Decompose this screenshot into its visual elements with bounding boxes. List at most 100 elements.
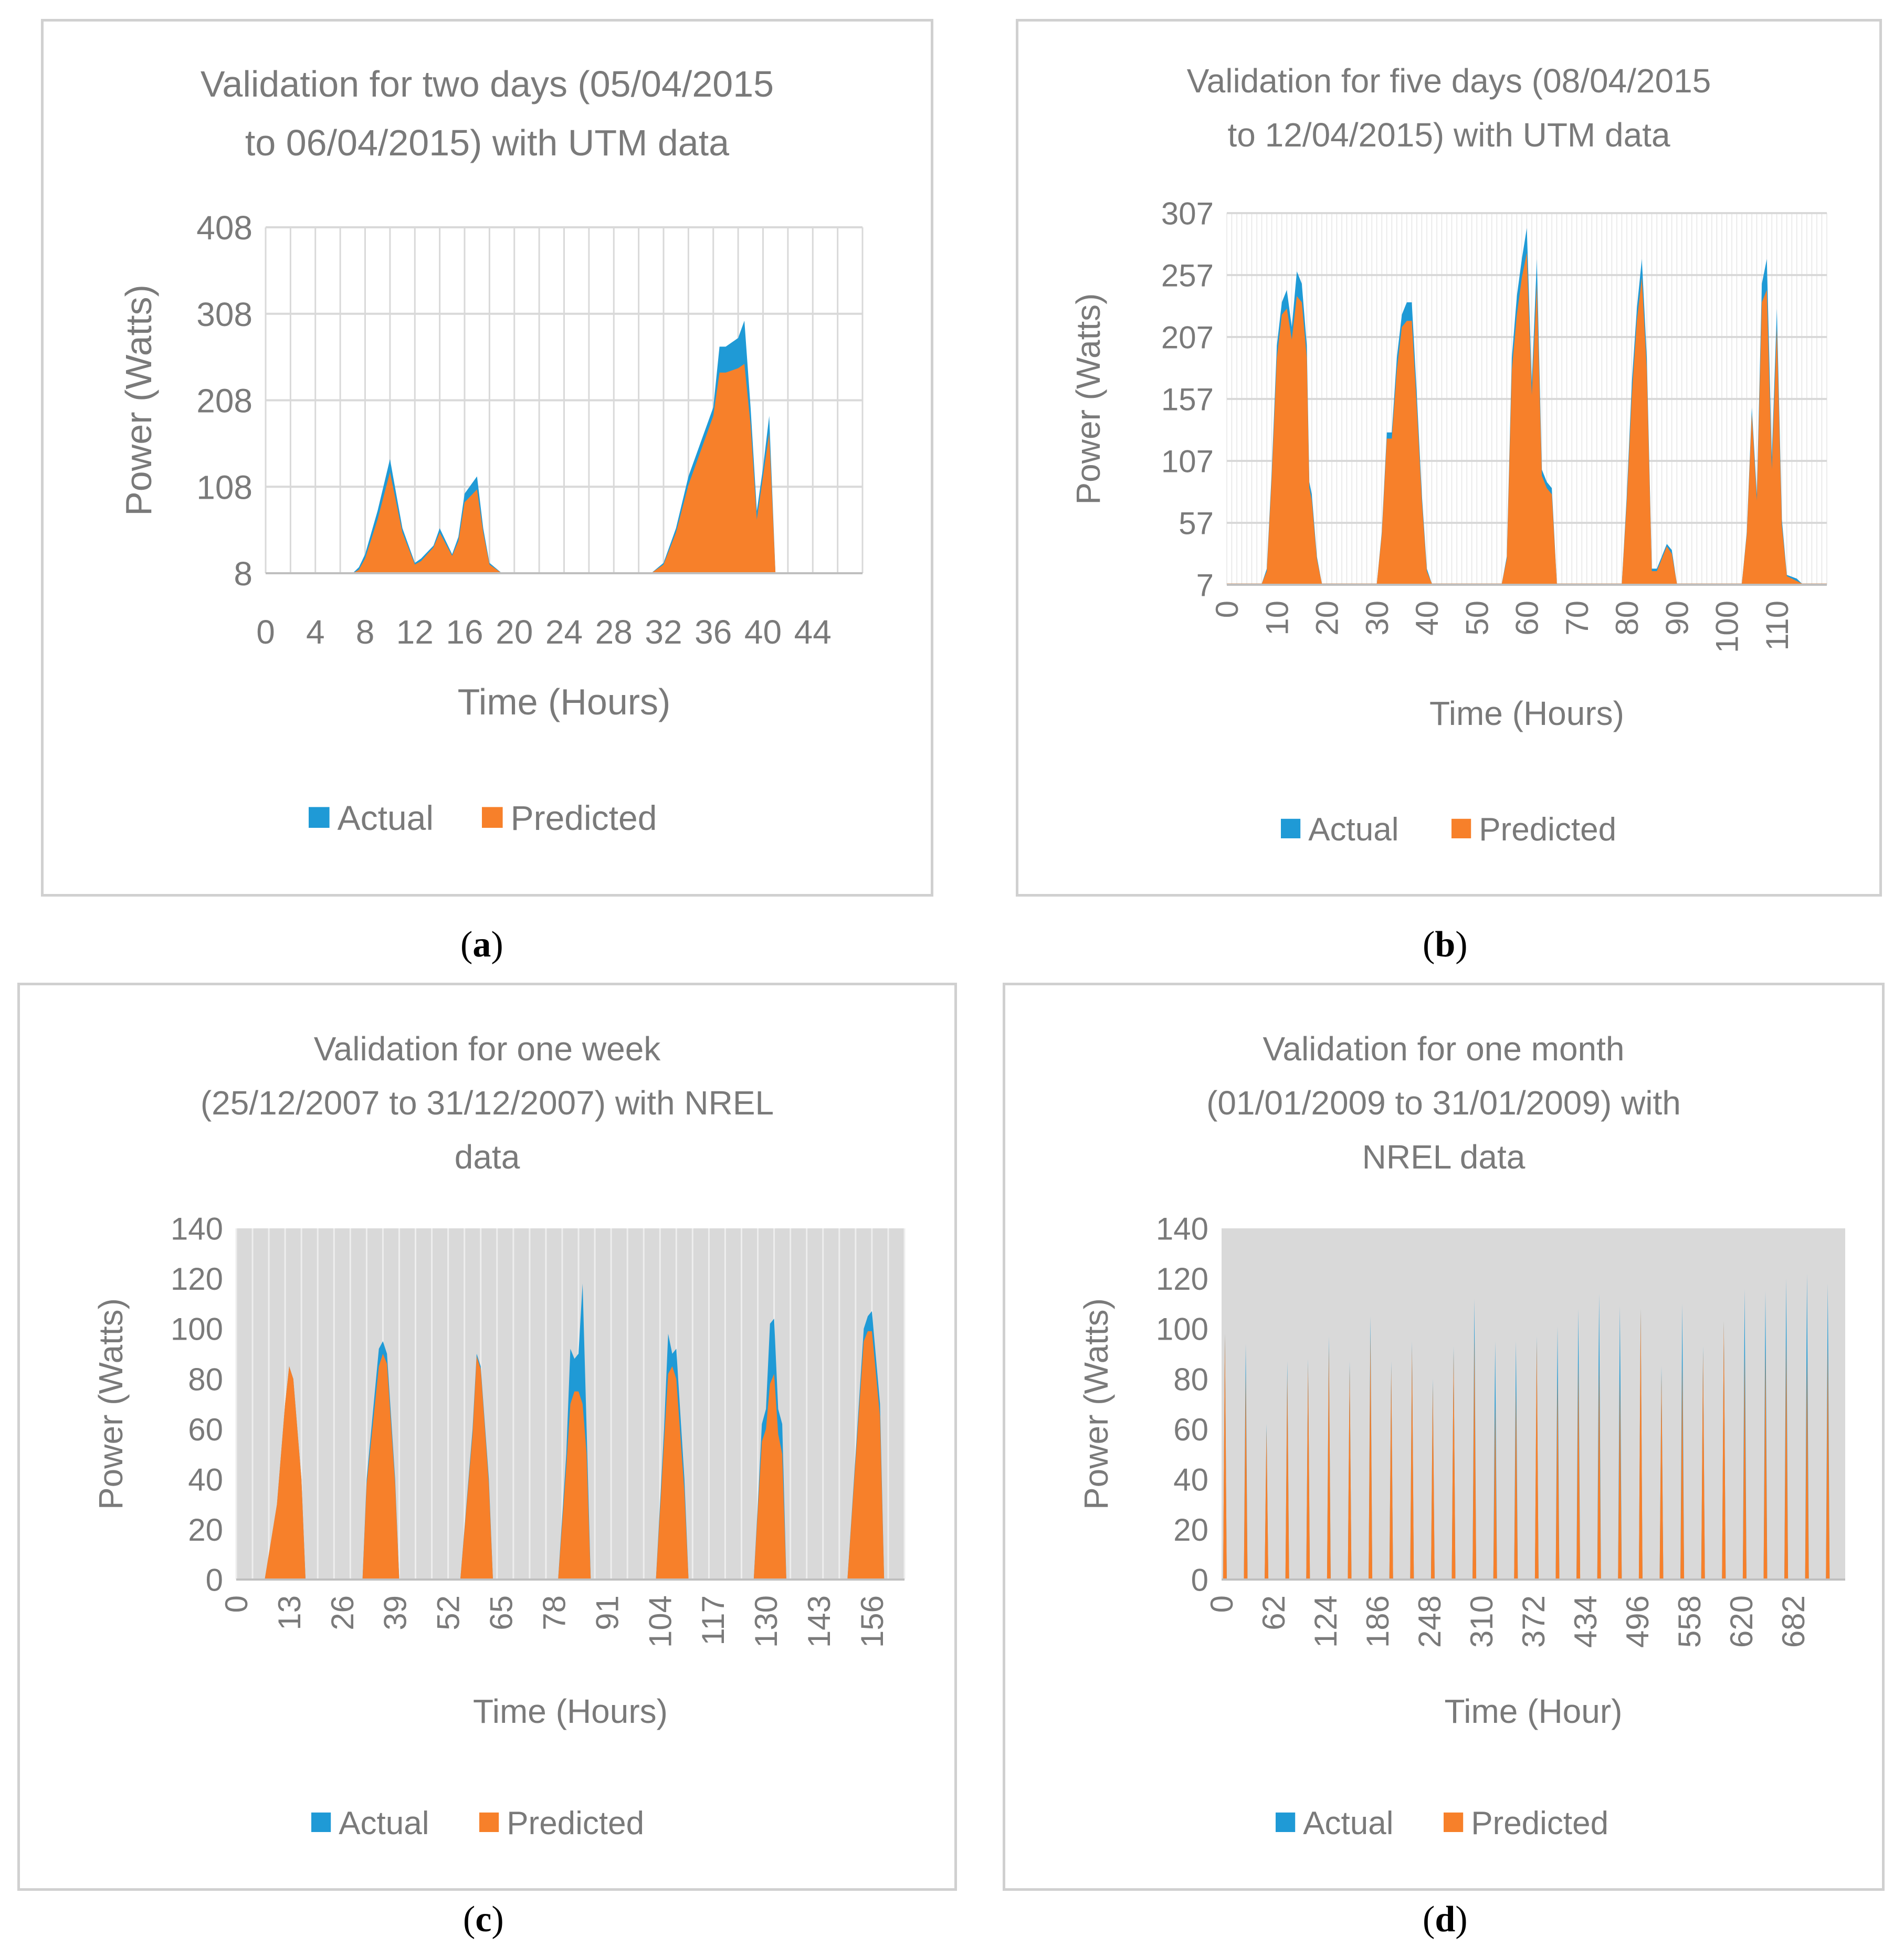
y-tick-label: 408 [196, 209, 253, 247]
x-tick-label: 110 [1760, 601, 1795, 651]
x-tick-label: 32 [645, 613, 682, 651]
legend-predicted-label: Predicted [1471, 1805, 1608, 1841]
x-tick-label: 117 [696, 1595, 731, 1646]
x-tick-label: 28 [595, 613, 633, 651]
legend-actual-swatch [311, 1812, 331, 1832]
x-axis-label: Time (Hour) [1445, 1692, 1623, 1730]
x-tick-label: 13 [272, 1595, 307, 1630]
x-tick-label: 8 [356, 613, 375, 651]
x-tick-label: 40 [744, 613, 782, 651]
plot-area [1222, 1228, 1845, 1580]
chart-title-line: to 06/04/2015) with UTM data [245, 122, 729, 163]
x-tick-label: 91 [590, 1595, 625, 1630]
legend-actual-swatch [309, 807, 330, 828]
y-tick-label: 157 [1161, 382, 1214, 417]
y-tick-label: 20 [188, 1512, 223, 1548]
y-tick-label: 0 [1191, 1563, 1208, 1598]
legend-predicted-label: Predicted [507, 1805, 644, 1841]
chart-title-line: (01/01/2009 to 31/01/2009) with [1206, 1084, 1681, 1122]
x-tick-label: 434 [1568, 1595, 1603, 1648]
x-tick-label: 39 [378, 1595, 413, 1630]
legend-actual-label: Actual [339, 1805, 429, 1841]
y-tick-label: 120 [171, 1261, 223, 1297]
y-tick-label: 40 [1173, 1462, 1208, 1497]
legend-predicted-swatch [1444, 1812, 1464, 1832]
x-tick-label: 0 [1209, 601, 1245, 618]
chart-panel-d: Validation for one month (01/01/2009 to 3… [1003, 983, 1885, 1891]
y-tick-label: 108 [196, 468, 253, 506]
chart-panel-b: Validation for five days (08/04/2015 to 1… [1016, 19, 1882, 897]
x-tick-label: 24 [545, 613, 583, 651]
chart-title-line: (25/12/2007 to 31/12/2007) with NREL [201, 1084, 774, 1122]
x-tick-label: 50 [1459, 601, 1495, 636]
y-tick-label: 20 [1173, 1512, 1208, 1548]
x-tick-label: 20 [1310, 601, 1345, 636]
series-predicted-area [1227, 252, 1827, 585]
y-tick-label: 308 [196, 296, 253, 333]
x-tick-label: 20 [496, 613, 533, 651]
y-tick-label: 7 [1196, 568, 1214, 603]
x-tick-label: 90 [1659, 601, 1695, 636]
y-tick-label: 57 [1179, 506, 1214, 541]
chart-svg-0: Validation for two days (05/04/2015 to 06… [118, 64, 864, 837]
chart-title-line: to 12/04/2015) with UTM data [1227, 116, 1670, 154]
x-tick-label: 16 [446, 613, 483, 651]
x-tick-label: 682 [1776, 1595, 1811, 1648]
x-tick-label: 4 [306, 613, 325, 651]
y-axis-label: Power (Watts) [1077, 1298, 1115, 1510]
legend: Actual Predicted [1281, 812, 1616, 848]
legend-predicted-swatch [482, 807, 503, 828]
legend: Actual Predicted [311, 1805, 644, 1841]
caption-a: (a) [460, 924, 503, 965]
x-tick-label: 12 [396, 613, 434, 651]
x-tick-label: 310 [1464, 1595, 1499, 1648]
y-tick-label: 140 [1156, 1212, 1208, 1247]
legend-actual-swatch [1276, 1812, 1296, 1832]
x-tick-label: 52 [431, 1595, 466, 1630]
x-tick-label: 186 [1360, 1595, 1395, 1648]
chart-title-line: Validation for one month [1263, 1030, 1624, 1068]
x-tick-label: 78 [537, 1595, 572, 1630]
y-tick-label: 80 [1173, 1362, 1208, 1397]
chart-svg-1: Validation for five days (08/04/2015 to 1… [1069, 62, 1827, 848]
x-tick-label: 143 [802, 1595, 837, 1648]
legend-predicted-swatch [479, 1812, 499, 1832]
y-tick-label: 120 [1156, 1261, 1208, 1297]
y-tick-label: 208 [196, 382, 253, 420]
x-tick-label: 40 [1409, 601, 1445, 636]
x-tick-label: 70 [1560, 601, 1595, 636]
x-axis-label: Time (Hours) [473, 1692, 668, 1730]
x-tick-label: 65 [484, 1595, 519, 1630]
chart-title-line: data [455, 1138, 520, 1176]
x-axis-label: Time (Hours) [1429, 694, 1624, 732]
y-tick-label: 100 [1156, 1312, 1208, 1347]
legend: Actual Predicted [309, 798, 657, 837]
legend-predicted-swatch [1451, 818, 1471, 838]
x-tick-label: 248 [1412, 1595, 1447, 1648]
series-predicted-area [266, 364, 862, 573]
y-tick-label: 60 [188, 1412, 223, 1447]
y-tick-label: 307 [1161, 196, 1214, 231]
chart-panel-c: Validation for one week (25/12/2007 to 31… [17, 983, 957, 1891]
x-tick-label: 620 [1724, 1595, 1759, 1648]
x-tick-label: 104 [643, 1595, 678, 1648]
chart-panel-a: Validation for two days (05/04/2015 to 06… [41, 19, 933, 897]
y-tick-label: 207 [1161, 320, 1214, 355]
y-tick-label: 0 [206, 1563, 223, 1598]
x-tick-label: 30 [1360, 601, 1395, 636]
y-axis-label: Power (Watts) [118, 285, 159, 516]
y-tick-label: 100 [171, 1312, 223, 1347]
legend: Actual Predicted [1276, 1805, 1608, 1841]
x-tick-label: 130 [749, 1595, 784, 1648]
x-tick-label: 0 [256, 613, 275, 651]
x-tick-label: 80 [1610, 601, 1645, 636]
caption-b: (b) [1423, 924, 1468, 965]
x-tick-label: 0 [1204, 1595, 1239, 1613]
chart-title-line: Validation for two days (05/04/2015 [201, 64, 774, 104]
legend-predicted-label: Predicted [1479, 812, 1616, 848]
y-axis-label: Power (Watts) [92, 1298, 130, 1510]
legend-actual-swatch [1281, 818, 1301, 838]
x-tick-label: 558 [1672, 1595, 1707, 1648]
y-tick-label: 80 [188, 1362, 223, 1397]
x-tick-label: 60 [1510, 601, 1545, 636]
